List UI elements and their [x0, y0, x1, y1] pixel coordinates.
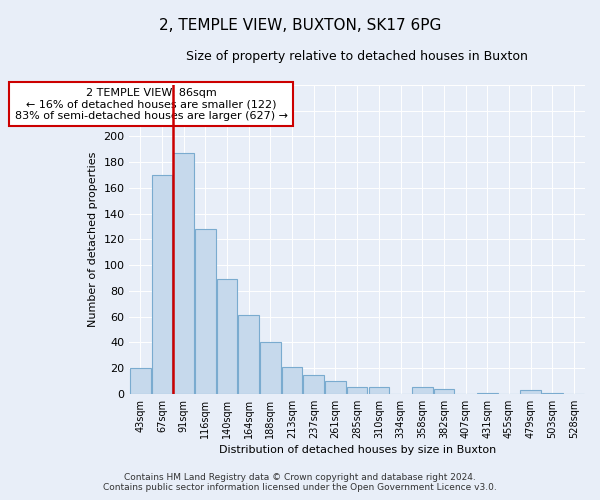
Bar — [130, 368, 151, 394]
Bar — [542, 392, 563, 394]
Bar — [260, 342, 281, 394]
Bar — [217, 280, 238, 394]
Bar — [195, 229, 215, 394]
Bar — [368, 388, 389, 394]
Bar — [173, 153, 194, 394]
Text: 2, TEMPLE VIEW, BUXTON, SK17 6PG: 2, TEMPLE VIEW, BUXTON, SK17 6PG — [159, 18, 441, 32]
Text: Contains HM Land Registry data © Crown copyright and database right 2024.
Contai: Contains HM Land Registry data © Crown c… — [103, 473, 497, 492]
Bar — [347, 388, 367, 394]
Title: Size of property relative to detached houses in Buxton: Size of property relative to detached ho… — [186, 50, 528, 63]
Bar — [238, 316, 259, 394]
Bar — [434, 388, 454, 394]
Bar — [477, 392, 497, 394]
Text: 2 TEMPLE VIEW: 86sqm
← 16% of detached houses are smaller (122)
83% of semi-deta: 2 TEMPLE VIEW: 86sqm ← 16% of detached h… — [14, 88, 287, 121]
Bar — [282, 367, 302, 394]
Bar — [412, 388, 433, 394]
X-axis label: Distribution of detached houses by size in Buxton: Distribution of detached houses by size … — [218, 445, 496, 455]
Bar — [325, 381, 346, 394]
Y-axis label: Number of detached properties: Number of detached properties — [88, 152, 98, 327]
Bar — [304, 374, 324, 394]
Bar — [520, 390, 541, 394]
Bar — [152, 175, 172, 394]
